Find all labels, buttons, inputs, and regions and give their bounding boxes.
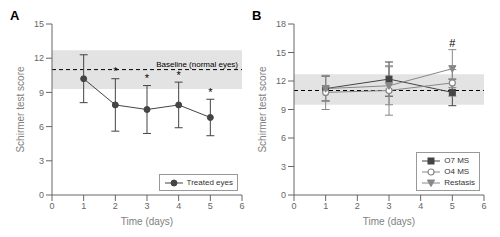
svg-text:4: 4 xyxy=(418,201,423,211)
svg-text:9: 9 xyxy=(39,88,44,98)
svg-text:*: * xyxy=(113,65,118,77)
svg-text:5: 5 xyxy=(450,201,455,211)
svg-text:4: 4 xyxy=(176,201,181,211)
svg-text:Time (days): Time (days) xyxy=(121,216,173,227)
svg-text:15: 15 xyxy=(276,48,286,58)
svg-text:6: 6 xyxy=(39,122,44,132)
html-text:B: B xyxy=(252,8,262,23)
svg-text:12: 12 xyxy=(276,76,286,86)
svg-text:6: 6 xyxy=(481,201,486,211)
svg-text:Baseline (normal eyes): Baseline (normal eyes) xyxy=(156,60,238,69)
svg-text:2: 2 xyxy=(355,201,360,211)
html-text:Treated eyes: Treated eyes xyxy=(186,178,233,187)
svg-text:#: # xyxy=(449,37,456,49)
svg-text:*: * xyxy=(208,86,213,98)
svg-text:3: 3 xyxy=(39,156,44,166)
svg-text:6: 6 xyxy=(281,133,286,143)
svg-text:3: 3 xyxy=(281,162,286,172)
html-text:O7 MS: O7 MS xyxy=(444,156,470,165)
svg-text:6: 6 xyxy=(239,201,244,211)
svg-text:*: * xyxy=(177,69,182,81)
svg-text:1: 1 xyxy=(323,201,328,211)
svg-text:0: 0 xyxy=(291,201,296,211)
html-text:A: A xyxy=(10,8,20,23)
html-text:O4 MS: O4 MS xyxy=(444,167,470,176)
svg-text:*: * xyxy=(145,72,150,84)
svg-text:18: 18 xyxy=(276,19,286,29)
svg-text:0: 0 xyxy=(281,190,286,200)
svg-text:3: 3 xyxy=(386,201,391,211)
svg-text:Schirmer test score: Schirmer test score xyxy=(15,66,26,153)
svg-text:12: 12 xyxy=(34,53,44,63)
svg-text:5: 5 xyxy=(208,201,213,211)
svg-text:0: 0 xyxy=(49,201,54,211)
svg-text:Schirmer test score: Schirmer test score xyxy=(257,66,268,153)
svg-text:9: 9 xyxy=(281,105,286,115)
svg-text:1: 1 xyxy=(81,201,86,211)
svg-text:2: 2 xyxy=(113,201,118,211)
svg-text:Time (days): Time (days) xyxy=(363,216,415,227)
svg-text:15: 15 xyxy=(34,19,44,29)
html-text:Restasis: Restasis xyxy=(444,178,475,187)
svg-text:3: 3 xyxy=(144,201,149,211)
svg-text:0: 0 xyxy=(39,190,44,200)
